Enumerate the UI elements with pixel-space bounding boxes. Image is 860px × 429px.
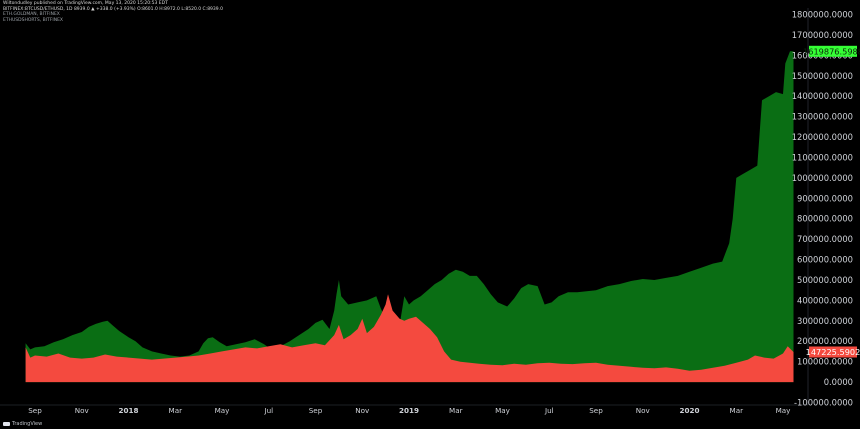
y-tick-label: 1800000.0000 <box>792 10 853 20</box>
x-tick-label: May <box>776 406 792 415</box>
y-tick-label: 1700000.0000 <box>792 30 853 40</box>
x-tick-label: Mar <box>169 406 183 415</box>
y-tick-label: 400000.0000 <box>797 295 853 305</box>
x-tick-label: 2020 <box>679 406 699 415</box>
y-tick-label: 300000.0000 <box>797 316 853 326</box>
indicator-1-legend[interactable]: ETH.GOLDMAN, BITFINEX <box>3 12 60 18</box>
y-tick-label: 0.0000 <box>824 377 853 387</box>
y-tick-label: 1100000.0000 <box>792 152 853 162</box>
x-tick-label: Mar <box>730 406 744 415</box>
x-tick-label: Nov <box>636 406 651 415</box>
y-tick-label: 200000.0000 <box>797 336 853 346</box>
x-tick-label: Nov <box>355 406 370 415</box>
x-tick-label: Sep <box>309 406 323 415</box>
tradingview-logo-icon <box>3 421 10 426</box>
y-tick-label: 1500000.0000 <box>792 71 853 81</box>
x-tick-label: 2018 <box>118 406 138 415</box>
chart-header: Wiltondudley published on TradingView.co… <box>3 1 223 23</box>
publisher-line: Wiltondudley published on TradingView.co… <box>3 1 168 6</box>
red-last-value-label: 147225.5902 <box>806 347 860 357</box>
y-tick-label: 500000.0000 <box>797 275 853 285</box>
x-tick-label: Sep <box>589 406 603 415</box>
indicator-2-legend[interactable]: ETHUSDSHORTS, BITFINEX <box>3 17 64 23</box>
red-last-value-label-box <box>809 346 857 358</box>
y-tick-label: 1300000.0000 <box>792 112 853 122</box>
red-area-series[interactable] <box>25 294 794 383</box>
x-tick-label: Mar <box>449 406 463 415</box>
x-tick-label: May <box>495 406 511 415</box>
tradingview-footer: TradingView <box>3 421 42 427</box>
y-tick-label: 1000000.0000 <box>792 173 853 183</box>
x-tick-label: 2019 <box>399 406 419 415</box>
x-tick-label: May <box>215 406 231 415</box>
y-tick-label: 1400000.0000 <box>792 91 853 101</box>
green-area-series[interactable] <box>25 51 794 383</box>
brand-label: TradingView <box>12 421 43 427</box>
symbol-line: BITFINEX:BTCUSD/ETHUSD, 1D 8939.0 ▲ +338… <box>3 6 223 12</box>
y-tick-label: 100000.0000 <box>797 357 853 367</box>
y-tick-label: 600000.0000 <box>797 255 853 265</box>
green-last-value-label-box <box>809 45 857 57</box>
y-tick-label: 700000.0000 <box>797 234 853 244</box>
y-tick-label: 900000.0000 <box>797 193 853 203</box>
x-tick-label: Sep <box>28 406 42 415</box>
x-tick-label: Nov <box>75 406 90 415</box>
y-tick-label: -100000.0000 <box>794 398 853 408</box>
x-tick-label: Jul <box>544 406 554 415</box>
y-tick-label: 800000.0000 <box>797 214 853 224</box>
x-tick-label: Jul <box>263 406 273 415</box>
green-last-value-label: 1619876.5988 <box>803 46 860 56</box>
y-tick-label: 1200000.0000 <box>792 132 853 142</box>
